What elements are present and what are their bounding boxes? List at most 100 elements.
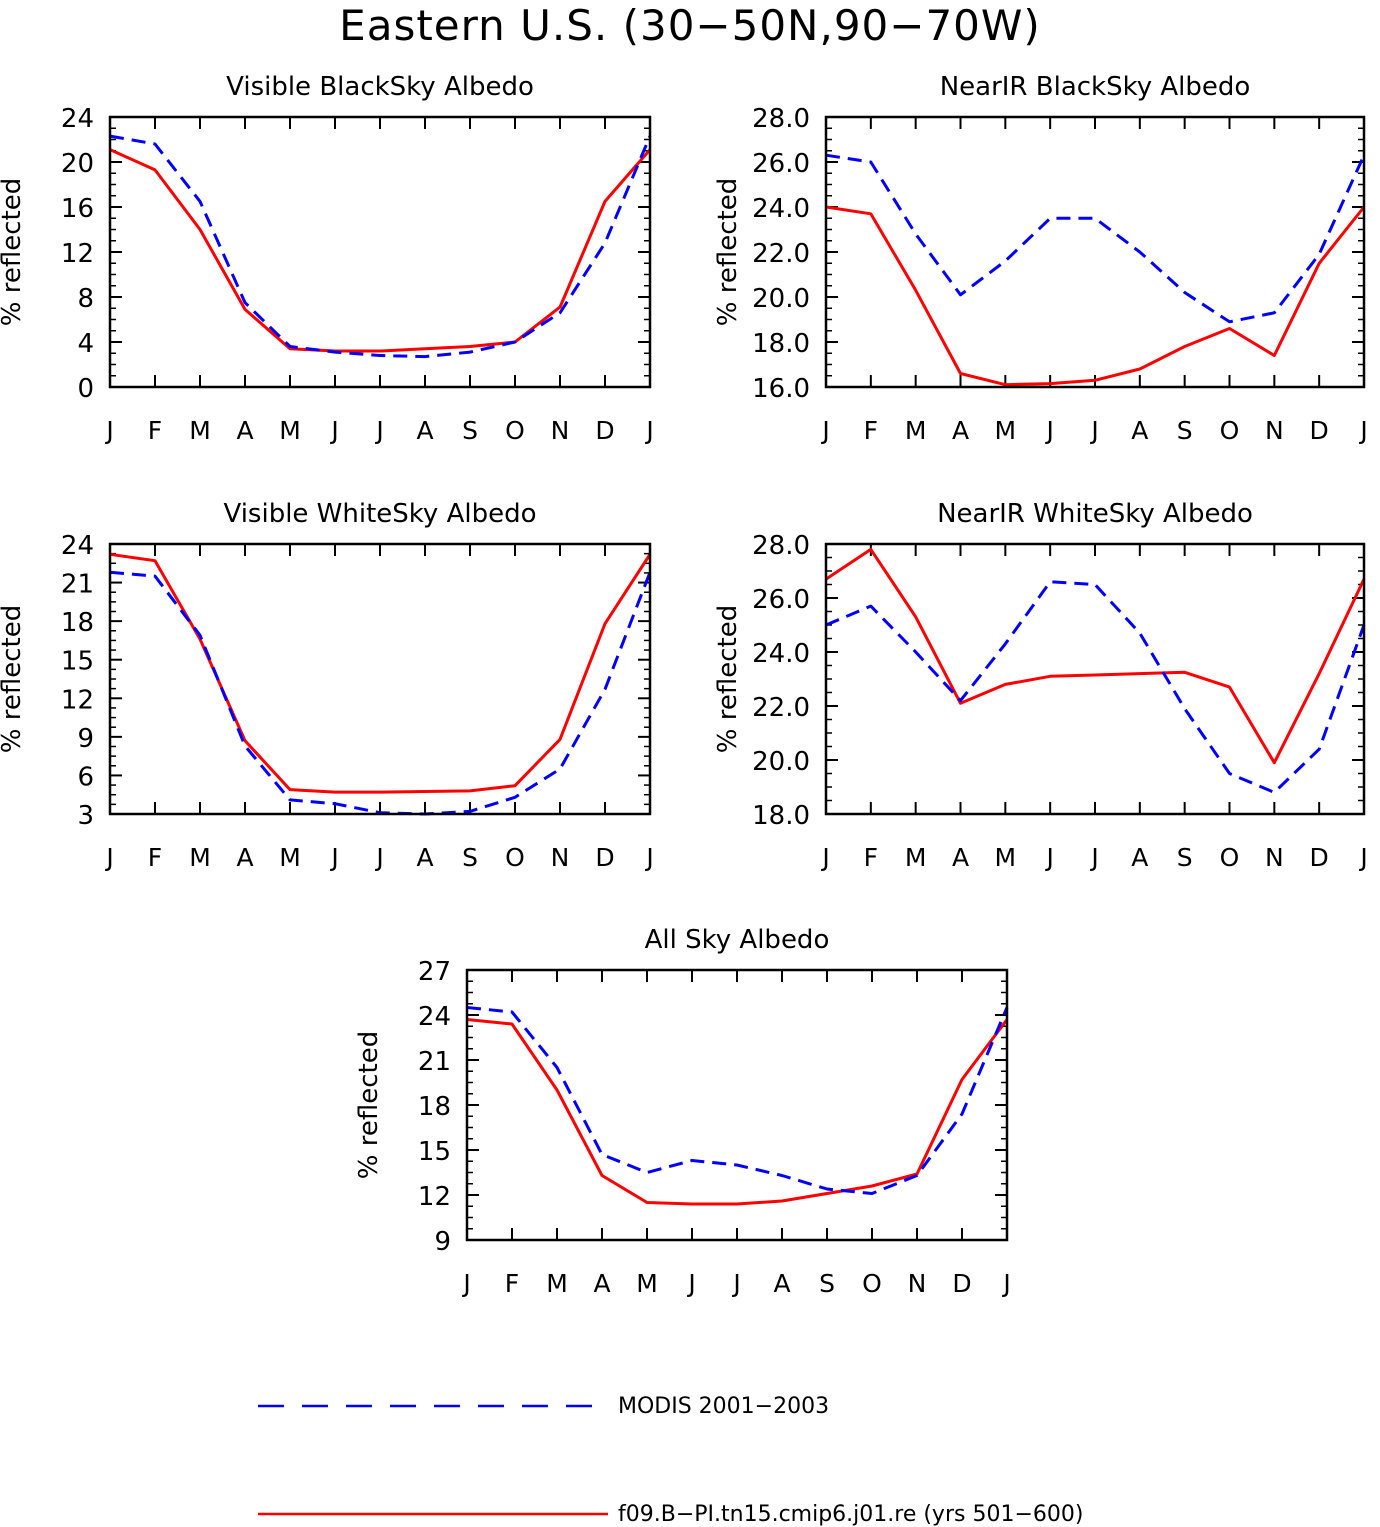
y-tick-label: 24.0 <box>752 639 810 669</box>
x-tick-label: D <box>1310 843 1329 872</box>
x-tick-label: A <box>416 843 433 872</box>
x-tick-label: A <box>773 1269 790 1298</box>
x-tick-label: M <box>546 1269 568 1298</box>
plot-frame <box>824 115 1366 389</box>
plot-frame <box>108 115 652 389</box>
panel-title: Visible WhiteSky Albedo <box>223 499 536 529</box>
y-tick-label: 16.0 <box>752 374 810 404</box>
x-tick-label: A <box>593 1269 610 1298</box>
y-tick-label: 20 <box>61 149 94 179</box>
x-tick-label: J <box>820 416 829 445</box>
y-tick-label: 28.0 <box>752 531 810 561</box>
y-axis-label: % reflected <box>0 178 27 326</box>
x-tick-label: O <box>505 843 525 872</box>
series-line-model <box>109 148 652 353</box>
x-tick-label: J <box>1358 843 1367 872</box>
x-tick-label: S <box>462 843 478 872</box>
y-tick-label: 12 <box>61 239 94 269</box>
y-tick-label: 26.0 <box>752 585 810 615</box>
y-tick-label: 24.0 <box>752 194 810 224</box>
y-tick-label: 18 <box>61 608 94 638</box>
series-line-modis <box>109 134 652 359</box>
x-tick-label: D <box>952 1269 971 1298</box>
legend-label-modis: MODIS 2001−2003 <box>618 1394 829 1419</box>
x-tick-label: S <box>1177 416 1193 445</box>
x-tick-label: A <box>952 416 969 445</box>
x-tick-label: M <box>279 416 301 445</box>
y-tick-label: 26.0 <box>752 149 810 179</box>
legend-label-model: f09.B−PI.tn15.cmip6.j01.re (yrs 501−600) <box>618 1502 1083 1527</box>
x-tick-label: J <box>1358 416 1367 445</box>
y-tick-label: 15 <box>418 1137 451 1167</box>
panel-title: Visible BlackSky Albedo <box>226 72 534 102</box>
x-tick-label: M <box>636 1269 658 1298</box>
x-tick-label: J <box>731 1269 740 1298</box>
y-tick-label: 21 <box>61 570 94 600</box>
y-tick-label: 18.0 <box>752 329 810 359</box>
x-tick-label: F <box>864 843 878 872</box>
x-tick-label: N <box>551 843 570 872</box>
x-tick-label: O <box>862 1269 882 1298</box>
x-tick-label: J <box>644 416 653 445</box>
plot-frame <box>824 542 1366 816</box>
y-tick-label: 9 <box>77 724 94 754</box>
x-tick-label: S <box>462 416 478 445</box>
x-tick-label: A <box>1131 416 1148 445</box>
x-tick-label: M <box>189 843 211 872</box>
legend: MODIS 2001−2003 f09.B−PI.tn15.cmip6.j01.… <box>258 1394 1083 1527</box>
x-tick-label: O <box>1220 416 1240 445</box>
x-tick-label: J <box>461 1269 470 1298</box>
x-tick-label: J <box>1044 843 1053 872</box>
x-tick-label: J <box>374 416 383 445</box>
y-tick-label: 22.0 <box>752 239 810 269</box>
y-tick-label: 18 <box>418 1092 451 1122</box>
y-tick-label: 18.0 <box>752 801 810 831</box>
series-line-modis <box>109 570 652 816</box>
x-tick-label: M <box>905 843 927 872</box>
y-tick-label: 28.0 <box>752 104 810 134</box>
y-tick-label: 8 <box>77 284 94 314</box>
y-tick-label: 0 <box>77 374 94 404</box>
x-tick-label: J <box>1001 1269 1010 1298</box>
x-tick-label: O <box>505 416 525 445</box>
x-tick-label: F <box>864 416 878 445</box>
panel-title: NearIR BlackSky Albedo <box>940 72 1251 102</box>
y-tick-label: 20.0 <box>752 284 810 314</box>
y-tick-label: 4 <box>77 329 94 359</box>
y-axis-label: % reflected <box>713 605 743 753</box>
x-tick-label: S <box>1177 843 1193 872</box>
x-tick-label: N <box>908 1269 927 1298</box>
x-tick-label: J <box>644 843 653 872</box>
y-tick-label: 21 <box>418 1047 451 1077</box>
x-tick-label: J <box>329 416 338 445</box>
x-tick-label: D <box>595 843 614 872</box>
y-tick-label: 27 <box>418 957 451 987</box>
y-tick-label: 3 <box>77 801 94 831</box>
figure-title: Eastern U.S. (30−50N,90−70W) <box>339 1 1041 50</box>
x-tick-label: J <box>104 843 113 872</box>
x-tick-label: S <box>819 1269 835 1298</box>
y-axis-label: % reflected <box>0 605 27 753</box>
series-line-model <box>825 547 1366 765</box>
y-tick-label: 15 <box>61 647 94 677</box>
y-tick-label: 6 <box>77 762 94 792</box>
panel-title: NearIR WhiteSky Albedo <box>937 499 1253 529</box>
x-tick-label: F <box>148 416 162 445</box>
x-tick-label: M <box>189 416 211 445</box>
series-line-modis <box>466 1006 1009 1195</box>
x-tick-label: J <box>104 416 113 445</box>
y-axis-label: % reflected <box>354 1031 384 1179</box>
x-tick-label: N <box>1265 416 1284 445</box>
x-tick-label: D <box>595 416 614 445</box>
x-tick-label: M <box>995 843 1017 872</box>
x-tick-label: M <box>279 843 301 872</box>
x-tick-label: F <box>148 843 162 872</box>
x-tick-label: M <box>905 416 927 445</box>
y-tick-label: 22.0 <box>752 693 810 723</box>
y-tick-label: 12 <box>418 1182 451 1212</box>
x-tick-label: J <box>1089 416 1098 445</box>
